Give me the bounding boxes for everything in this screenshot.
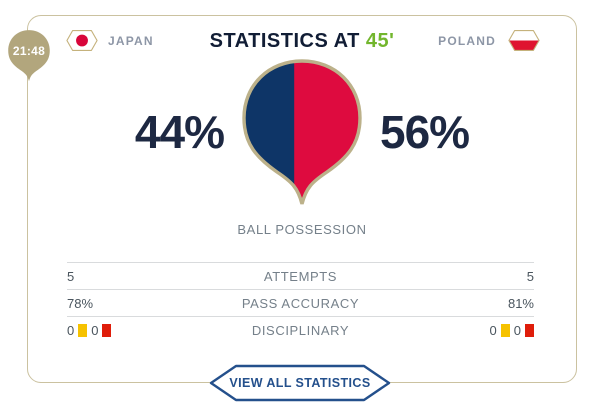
away-disciplinary: 0 0 (474, 323, 534, 338)
possession-shield-chart (242, 59, 362, 205)
home-red-count: 0 (91, 322, 99, 338)
stat-row-pass-accuracy: 78% PASS ACCURACY 81% (67, 289, 534, 316)
statistics-card: JAPAN STATISTICS AT 45' POLAND 44% (27, 15, 577, 383)
disciplinary-label: DISCIPLINARY (251, 322, 350, 338)
stats-table: 5 ATTEMPTS 5 78% PASS ACCURACY 81% 0 0 D… (67, 262, 534, 343)
home-disciplinary: 0 0 (67, 323, 127, 338)
possession-label: BALL POSSESSION (237, 222, 367, 237)
home-yellow-count: 0 (67, 322, 75, 338)
poland-flag-icon (508, 30, 540, 51)
yellow-card-icon (78, 323, 88, 337)
timeline-time-badge: 21:48 (5, 29, 53, 82)
away-red-count: 0 (513, 322, 521, 338)
away-team-name: POLAND (438, 34, 496, 48)
title-text: STATISTICS AT (209, 30, 360, 52)
stat-row-disciplinary: 0 0 DISCIPLINARY 0 0 (67, 316, 534, 343)
pass-accuracy-home-value: 78% (67, 295, 94, 311)
yellow-card-icon (500, 323, 510, 337)
statistics-title: STATISTICS AT 45' (28, 30, 576, 53)
away-yellow-count: 0 (489, 322, 497, 338)
red-card-icon (525, 323, 534, 337)
view-all-statistics-button[interactable]: VIEW ALL STATISTICS (208, 363, 392, 403)
badge-shield-icon (8, 30, 50, 82)
pass-accuracy-away-value: 81% (507, 295, 534, 311)
hexagon-button-shape (209, 364, 391, 402)
stat-row-attempts: 5 ATTEMPTS 5 (67, 262, 534, 289)
home-team-name: JAPAN (108, 34, 154, 48)
title-minute: 45' (365, 30, 395, 52)
attempts-label: ATTEMPTS (263, 268, 338, 284)
attempts-home-value: 5 (67, 268, 75, 284)
away-possession-pct: 56% (380, 106, 470, 158)
pass-accuracy-label: PASS ACCURACY (241, 295, 360, 311)
japan-flag-icon (66, 30, 98, 51)
event-time: 21:48 (12, 44, 46, 58)
red-card-icon (102, 323, 112, 337)
view-all-statistics-label: VIEW ALL STATISTICS (229, 376, 371, 390)
home-possession-pct: 44% (134, 106, 225, 158)
possession-row: 44% 56% (28, 56, 576, 208)
attempts-away-value: 5 (526, 268, 534, 284)
